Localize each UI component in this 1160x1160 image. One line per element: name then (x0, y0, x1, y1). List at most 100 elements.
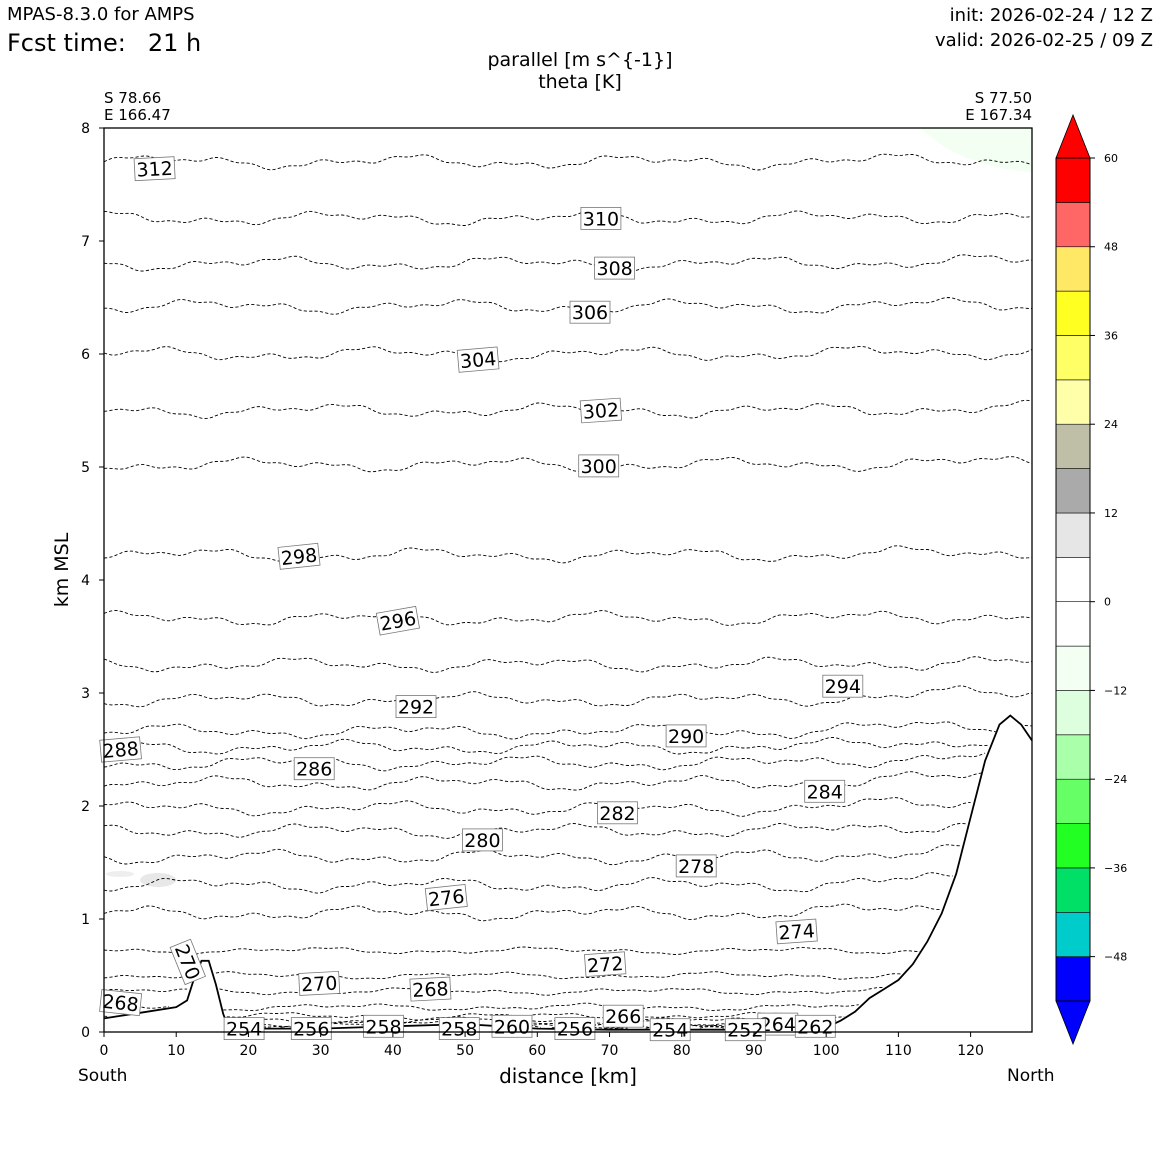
theta-contour-274 (103, 903, 942, 922)
colorbar-band (1055, 734, 1091, 780)
theta-contour-282 (103, 797, 971, 817)
theta-contour-270 (103, 971, 903, 980)
chart-title-wind: parallel [m s^{-1}] (487, 49, 673, 71)
theta-contour-310 (103, 210, 1033, 226)
contour-label-282: 282 (597, 801, 638, 825)
theta-contour-266 (103, 1002, 859, 1012)
contour-label-box (578, 454, 620, 478)
x-tick-label: 10 (167, 1043, 185, 1059)
contour-label-258: 258 (438, 1017, 480, 1041)
contour-label-text: 268 (412, 978, 449, 1002)
contour-label-box (277, 542, 321, 570)
contour-label-box (456, 346, 500, 373)
contour-label-296: 296 (375, 605, 420, 636)
x-tick-label: 30 (312, 1043, 330, 1059)
contour-label-text: 302 (582, 399, 620, 423)
colorbar-tick-label: −12 (1104, 684, 1127, 697)
contour-label-box (594, 256, 635, 280)
theta-contour-292 (103, 685, 1033, 708)
colorbar-tick-label: 0 (1104, 596, 1111, 609)
theta-contour-304 (103, 346, 1033, 363)
y-axis-ticks: 0 1 2 3 4 5 6 7 8 (81, 121, 104, 1041)
model-title: MPAS-8.3.0 for AMPS (7, 4, 195, 25)
left-endpoint-lon: E 166.47 (104, 106, 171, 124)
y-tick-label: 4 (81, 573, 90, 589)
right-endpoint-lon: E 167.34 (965, 106, 1032, 124)
contour-label-text: 270 (301, 972, 338, 996)
colorbar-tick-label: −24 (1104, 773, 1127, 786)
y-tick-label: 3 (81, 686, 90, 702)
contour-label-text: 280 (464, 830, 500, 852)
theta-contour-306 (104, 297, 1032, 315)
y-tick-label: 8 (81, 121, 90, 137)
contour-label-276: 276 (424, 884, 468, 911)
contour-label-text: 290 (668, 726, 704, 748)
y-tick-label: 7 (81, 234, 90, 250)
contour-label-box (395, 695, 437, 718)
contour-label-text: 292 (398, 697, 434, 719)
contour-label-298: 298 (277, 542, 321, 570)
contour-label-box (99, 989, 143, 1017)
contour-label-262: 262 (794, 1014, 836, 1038)
colorbar-band (1055, 556, 1091, 602)
forecast-time-value: 21 h (147, 29, 202, 57)
wind-field-shading (106, 128, 1032, 887)
forecast-time: Fcst time: 21 h (7, 29, 201, 57)
contour-label-text: 264 (760, 1014, 796, 1036)
colorbar-band (1055, 778, 1091, 824)
contour-label-box (293, 757, 335, 781)
contour-label-text: 278 (678, 856, 714, 878)
contour-label-306: 306 (569, 300, 611, 324)
contour-label-text: 306 (572, 302, 608, 324)
contour-label-text: 258 (365, 1016, 401, 1038)
contour-label-box (822, 674, 864, 698)
contour-label-box (649, 1018, 691, 1042)
theta-contour-300 (103, 456, 1033, 473)
contour-label-text: 258 (441, 1019, 477, 1041)
colorbar-tick-label: 12 (1104, 507, 1118, 520)
contour-label-284: 284 (804, 779, 846, 803)
contour-label-box (169, 938, 207, 986)
contour-label-text: 288 (102, 738, 140, 763)
y-tick-label: 6 (81, 347, 90, 363)
contour-label-text: 254 (652, 1020, 688, 1042)
contour-label-box (675, 854, 717, 878)
contour-label-box (133, 156, 176, 182)
theta-contour-308 (103, 254, 1033, 273)
contour-label-256: 256 (554, 1017, 596, 1041)
theta-contour-276 (103, 872, 953, 894)
colorbar-band (1055, 290, 1091, 336)
contour-label-text: 300 (581, 456, 617, 478)
terrain-line (103, 714, 1033, 1031)
contour-label-text: 254 (226, 1019, 262, 1041)
contour-label-text: 282 (599, 803, 635, 825)
theta-contour-312 (103, 153, 1033, 171)
contour-label-286: 286 (293, 757, 335, 781)
contour-label-box (597, 801, 638, 825)
colorbar-band (1055, 335, 1091, 381)
colorbar-tick-label: 24 (1104, 418, 1118, 431)
colorbar-band (1055, 911, 1091, 957)
contour-label-text: 262 (797, 1016, 833, 1038)
x-tick-label: 60 (528, 1043, 546, 1059)
wind-shading-patch-light-green (920, 128, 1032, 172)
theta-contour-288 (104, 735, 1032, 754)
contour-label-box (584, 951, 627, 977)
contour-label-264: 264 (757, 1012, 799, 1036)
theta-contour-268 (103, 987, 885, 996)
contour-label-268: 268 (99, 989, 143, 1017)
contour-label-304: 304 (456, 346, 500, 373)
contour-label-text: 274 (778, 920, 816, 944)
contour-label-text: 256 (557, 1019, 593, 1041)
x-axis-ticks: 0 10 20 30 40 50 60 70 80 90 100 110 120 (100, 1032, 984, 1059)
colorbar-tick-label: 36 (1104, 329, 1118, 342)
colorbar-band (1055, 379, 1091, 425)
contour-label-box (554, 1017, 596, 1040)
contour-label-292: 292 (395, 695, 437, 719)
theta-contour-298 (103, 545, 1033, 564)
colorbar-band (1055, 645, 1091, 691)
colorbar-over-arrow (1055, 113, 1091, 159)
contour-label-box (665, 724, 707, 748)
contour-label-box (461, 828, 503, 852)
